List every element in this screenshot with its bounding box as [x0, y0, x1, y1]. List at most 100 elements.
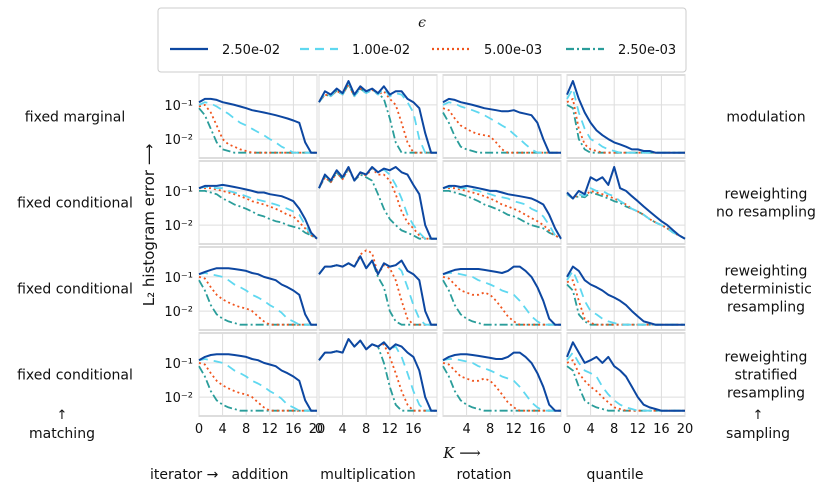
- y-tick-label: 10⁻¹: [164, 99, 193, 114]
- series-line-1: [566, 265, 685, 326]
- x-tick-label: 0: [563, 422, 571, 437]
- panel-r2-c3: [442, 160, 562, 245]
- x-axis-label: K ⟶: [442, 444, 480, 462]
- series-line-1: [442, 184, 562, 240]
- series-line-2: [198, 186, 318, 240]
- series-line-4: [199, 189, 318, 240]
- x-tick-label: 4: [338, 422, 346, 437]
- y-tick-label: 10⁻¹: [164, 185, 193, 200]
- legend-title: ϵ: [418, 15, 426, 31]
- series-line-4: [443, 189, 562, 240]
- series-line-2: [198, 101, 317, 154]
- y-tick-label: 10⁻²: [164, 133, 193, 148]
- panel-r4-c3: [442, 332, 562, 417]
- series-line-4: [566, 191, 686, 240]
- legend-label-1: 2.50e-02: [222, 43, 280, 58]
- row-label-right-3: deterministic: [720, 282, 812, 298]
- series-line-3: [443, 187, 562, 240]
- x-tick-label: 20: [309, 422, 326, 437]
- legend-label-3: 5.00e-03: [484, 43, 542, 58]
- series-line-4: [198, 279, 317, 326]
- series-line-1: [318, 255, 437, 326]
- panel-frame: [566, 246, 686, 331]
- row-label-left-1: fixed marginal: [25, 110, 125, 126]
- col-label-2: multiplication: [320, 467, 416, 483]
- panel-r3-c3: [442, 246, 562, 331]
- col-label-4: quantile: [586, 467, 643, 483]
- matching-label: matching: [29, 426, 95, 442]
- series-line-3: [318, 83, 437, 154]
- panel-r4-c4: [566, 332, 686, 417]
- row-label-left-3: fixed conditional: [17, 282, 133, 298]
- series-line-2: [566, 269, 685, 326]
- y-axis-label: L₂ histogram error ⟶: [140, 144, 158, 307]
- x-tick-label: 16: [285, 422, 302, 437]
- panel-frame: [442, 160, 562, 245]
- panel-frame: [566, 160, 686, 245]
- row-label-right-2: reweighting: [725, 187, 808, 203]
- series-line-4: [198, 365, 317, 412]
- series-line-4: [442, 112, 561, 154]
- series-line-4: [442, 365, 561, 412]
- panel-r3-c4: [566, 246, 686, 331]
- x-tick-label: 12: [262, 422, 279, 437]
- series-line-3: [198, 276, 317, 326]
- x-tick-label: 8: [362, 422, 370, 437]
- series-line-1: [442, 351, 561, 412]
- row-label-left-2: fixed conditional: [17, 196, 133, 212]
- series-line-2: [442, 186, 562, 240]
- series-line-3: [566, 189, 686, 240]
- x-tick-label: 8: [610, 422, 618, 437]
- row-label-right-4: resampling: [727, 386, 805, 402]
- panel-frame: [442, 246, 562, 331]
- y-tick-label: 10⁻²: [164, 219, 193, 234]
- x-tick-label: 16: [653, 422, 670, 437]
- x-tick-label: 8: [242, 422, 250, 437]
- panel-r3-c1: 10⁻¹ 10⁻²: [164, 246, 318, 331]
- x-tick-label: 12: [630, 422, 647, 437]
- series-line-1: [566, 166, 686, 240]
- panel-frame: [318, 246, 438, 331]
- series-line-2: [442, 101, 561, 154]
- x-tick-label: 12: [506, 422, 523, 437]
- series-line-4: [566, 365, 685, 412]
- series-line-1: [442, 265, 561, 326]
- panel-r1-c2: [318, 74, 438, 159]
- series-line-1: [198, 183, 318, 240]
- legend: ϵ 2.50e-02 1.00e-02 5.00e-03 2.50e-03: [157, 7, 687, 73]
- series-line-4: [318, 167, 437, 240]
- sampling-arrow: ↑: [753, 408, 764, 423]
- y-tick-label: 10⁻²: [164, 305, 193, 320]
- row-label-right-4: reweighting: [725, 350, 808, 366]
- x-tick-label: 16: [405, 422, 422, 437]
- panel-frame: [318, 74, 438, 159]
- series-line-3: [199, 187, 318, 240]
- y-tick-label: 10⁻¹: [164, 357, 193, 372]
- col-label-1: addition: [231, 467, 288, 483]
- legend-label-4: 2.50e-03: [618, 43, 676, 58]
- legend-label-2: 1.00e-02: [352, 43, 410, 58]
- x-tick-label: 4: [586, 422, 594, 437]
- series-line-2: [198, 272, 317, 326]
- row-label-right-4: stratified: [735, 368, 798, 384]
- panel-frame: [198, 332, 318, 417]
- panel-r1-c3: [442, 74, 562, 159]
- series-line-3: [442, 362, 561, 412]
- panel-frame: [198, 74, 318, 159]
- x-tick-label: 12: [382, 422, 399, 437]
- legend-frame: [157, 7, 687, 73]
- series-line-1: [198, 353, 317, 412]
- series-line-3: [442, 276, 561, 326]
- panel-r4-c1: 10⁻¹ 10⁻²: [164, 332, 318, 417]
- x-tick-label: 0: [315, 422, 323, 437]
- x-tick-label: 20: [677, 422, 694, 437]
- row-label-right-2: no resampling: [716, 205, 816, 221]
- panel-r1-c1: 10⁻¹ 10⁻²: [164, 74, 318, 159]
- series-line-4: [442, 279, 561, 326]
- row-label-right-1: modulation: [726, 110, 805, 126]
- series-line-1: [442, 97, 561, 154]
- series-line-2: [318, 81, 437, 154]
- col-label-3: rotation: [457, 467, 512, 483]
- series-line-1: [198, 97, 317, 154]
